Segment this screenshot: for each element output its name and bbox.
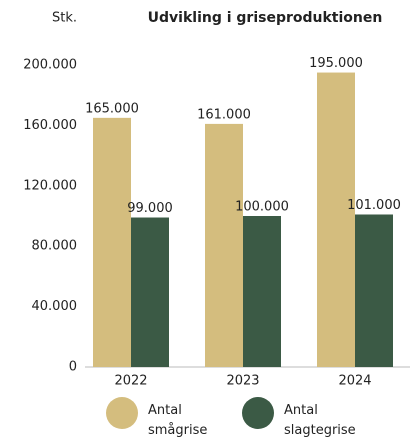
y-tick-label: 200.000 bbox=[23, 58, 77, 73]
data-label: 99.000 bbox=[127, 201, 173, 216]
x-tick-label: 2022 bbox=[114, 374, 147, 389]
chart-title: Udvikling i griseproduktionen bbox=[148, 10, 383, 26]
bar bbox=[93, 117, 131, 367]
legend-swatch bbox=[242, 397, 274, 429]
data-label: 165.000 bbox=[85, 101, 139, 116]
y-axis-label: Stk. bbox=[52, 11, 77, 26]
bar bbox=[355, 214, 393, 367]
y-tick-label: 40.000 bbox=[32, 299, 78, 314]
x-tick-label: 2023 bbox=[226, 374, 259, 389]
x-tick-label: 2024 bbox=[338, 374, 371, 389]
legend-label: Antal slagtegrise bbox=[284, 403, 356, 438]
data-label: 101.000 bbox=[347, 198, 401, 213]
bar bbox=[317, 72, 355, 368]
bar bbox=[205, 123, 243, 367]
y-tick-label: 120.000 bbox=[23, 178, 77, 193]
y-tick-label: 80.000 bbox=[32, 239, 78, 254]
data-label: 161.000 bbox=[197, 107, 251, 122]
y-tick-label: 160.000 bbox=[23, 118, 77, 133]
bar bbox=[243, 216, 281, 367]
data-label: 195.000 bbox=[309, 56, 363, 71]
legend-swatch bbox=[106, 397, 138, 429]
bar bbox=[131, 217, 169, 367]
data-label: 100.000 bbox=[235, 200, 289, 215]
y-tick-label: 0 bbox=[69, 360, 77, 375]
legend-label: Antal smågrise bbox=[148, 403, 207, 438]
